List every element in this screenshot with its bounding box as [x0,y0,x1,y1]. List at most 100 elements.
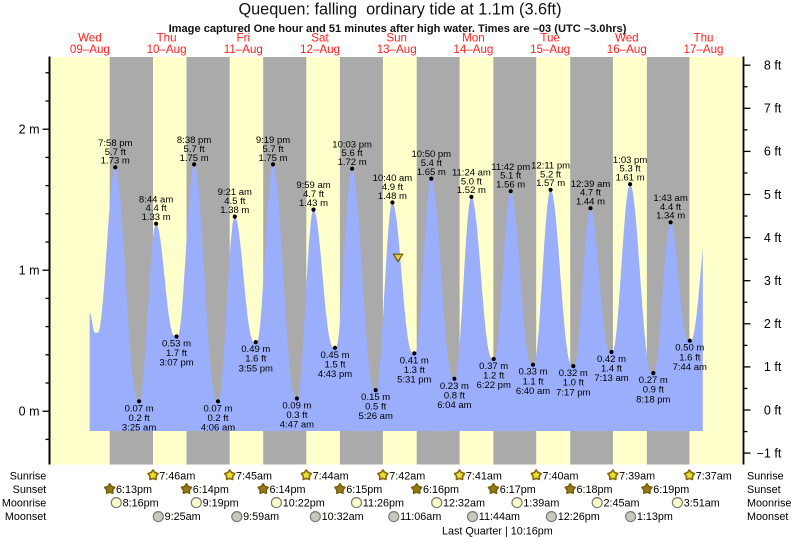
svg-text:Sunrise: Sunrise [747,471,784,483]
svg-text:2:45am: 2:45am [604,498,640,510]
svg-text:12:26pm: 12:26pm [558,511,600,523]
svg-text:Moonset: Moonset [5,511,46,523]
svg-text:Sat: Sat [311,32,329,45]
svg-text:10:50 pm: 10:50 pm [411,149,451,160]
svg-text:1:13pm: 1:13pm [637,511,673,523]
svg-text:4:06 am: 4:06 am [201,423,235,434]
svg-text:6:14pm: 6:14pm [193,484,229,496]
svg-text:Image captured One hour and 51: Image captured One hour and 51 minutes a… [169,23,627,35]
svg-text:9:59am: 9:59am [243,511,279,523]
svg-text:9:19 pm: 9:19 pm [256,135,290,146]
svg-text:Thu: Thu [694,32,714,45]
svg-text:10:32am: 10:32am [322,511,364,523]
svg-text:3 ft: 3 ft [764,274,782,288]
svg-text:0.2 ft: 0.2 ft [129,413,150,424]
svg-text:0.5 ft: 0.5 ft [365,402,386,413]
svg-text:1:43 am: 1:43 am [653,193,687,204]
svg-text:Last Quarter | 10:16pm: Last Quarter | 10:16pm [442,526,553,538]
svg-text:16–Aug: 16–Aug [607,43,647,56]
svg-text:5.7 ft: 5.7 ft [262,144,283,155]
svg-text:1.4 ft: 1.4 ft [601,364,622,375]
svg-text:5:26 am: 5:26 am [359,411,393,422]
svg-text:5.0 ft: 5.0 ft [461,176,482,187]
svg-text:6 ft: 6 ft [764,145,782,159]
svg-text:0 m: 0 m [19,405,40,419]
svg-text:Moonrise: Moonrise [747,498,791,510]
svg-text:13–Aug: 13–Aug [377,43,417,56]
svg-text:7:37am: 7:37am [696,471,732,483]
svg-text:9:59 am: 9:59 am [296,180,330,191]
svg-text:5.7 ft: 5.7 ft [184,144,205,155]
svg-text:Fri: Fri [237,32,251,45]
svg-text:0.3 ft: 0.3 ft [286,410,307,421]
svg-text:0.50 m: 0.50 m [675,343,704,354]
svg-text:11:44am: 11:44am [479,511,520,523]
svg-text:8:16pm: 8:16pm [123,498,159,510]
svg-text:6:14pm: 6:14pm [270,484,306,496]
svg-text:7:45am: 7:45am [236,471,272,483]
svg-text:12:11 pm: 12:11 pm [531,160,570,171]
svg-text:1.6 ft: 1.6 ft [679,352,700,363]
svg-text:Sunset: Sunset [13,484,47,496]
svg-text:1.33 m: 1.33 m [142,212,171,223]
svg-text:9:21 am: 9:21 am [218,187,252,198]
svg-text:Moonrise: Moonrise [2,498,46,510]
svg-text:1.5 ft: 1.5 ft [324,359,345,370]
svg-text:1 ft: 1 ft [764,360,782,374]
svg-text:Sunrise: Sunrise [10,471,47,483]
svg-text:8:38 pm: 8:38 pm [177,135,211,146]
svg-text:6:22 pm: 6:22 pm [477,380,511,391]
svg-text:1.6 ft: 1.6 ft [245,354,266,365]
svg-text:0.42 m: 0.42 m [597,354,626,365]
svg-text:11:26pm: 11:26pm [363,498,404,510]
svg-text:5.3 ft: 5.3 ft [620,164,641,175]
svg-text:1.72 m: 1.72 m [338,157,367,168]
svg-text:6:18pm: 6:18pm [577,484,613,496]
svg-text:1.73 m: 1.73 m [101,156,130,167]
svg-text:7:58 pm: 7:58 pm [98,138,132,149]
svg-text:7:41am: 7:41am [466,471,502,483]
svg-text:4.7 ft: 4.7 ft [303,189,324,200]
svg-text:Tue: Tue [540,32,560,45]
svg-text:0.45 m: 0.45 m [320,350,349,361]
svg-text:1.38 m: 1.38 m [220,205,249,216]
svg-text:7:44am: 7:44am [313,471,349,483]
svg-text:4.5 ft: 4.5 ft [224,196,245,207]
svg-text:4.9 ft: 4.9 ft [382,182,403,193]
svg-text:11–Aug: 11–Aug [224,43,263,56]
svg-text:3:07 pm: 3:07 pm [159,358,193,369]
svg-text:0.15 m: 0.15 m [361,392,390,403]
svg-text:1:39am: 1:39am [523,498,559,510]
svg-text:5.2 ft: 5.2 ft [540,169,561,180]
svg-text:Wed: Wed [615,32,639,45]
svg-text:0 ft: 0 ft [764,403,782,417]
svg-text:Quequen: falling ordinary tid: Quequen: falling ordinary tide at 1.1m (… [238,1,561,19]
svg-text:1:03 pm: 1:03 pm [613,155,647,166]
svg-text:0.07 m: 0.07 m [125,403,154,414]
svg-text:7:17 pm: 7:17 pm [556,387,590,398]
svg-text:10:22pm: 10:22pm [283,498,325,510]
svg-text:10:40 am: 10:40 am [373,173,413,184]
svg-text:0.33 m: 0.33 m [518,367,547,378]
svg-text:0.8 ft: 0.8 ft [444,390,465,401]
svg-text:1.61 m: 1.61 m [616,173,645,184]
svg-text:12–Aug: 12–Aug [300,43,340,56]
svg-text:Sunset: Sunset [747,484,781,496]
svg-text:1.65 m: 1.65 m [417,167,446,178]
svg-text:6:16pm: 6:16pm [423,484,459,496]
svg-text:1.43 m: 1.43 m [299,198,328,209]
svg-text:6:19pm: 6:19pm [653,484,689,496]
svg-text:Sun: Sun [386,32,407,45]
svg-text:6:15pm: 6:15pm [346,484,382,496]
svg-text:0.49 m: 0.49 m [241,344,270,355]
svg-text:12:39 am: 12:39 am [571,179,611,190]
svg-text:6:04 am: 6:04 am [437,400,471,411]
svg-text:8:44 am: 8:44 am [139,194,173,205]
svg-text:7:39am: 7:39am [619,471,655,483]
svg-text:7:13 am: 7:13 am [594,373,628,384]
svg-text:7:42am: 7:42am [389,471,425,483]
svg-text:15–Aug: 15–Aug [530,43,570,56]
svg-text:10:03 pm: 10:03 pm [332,139,372,150]
svg-text:1.44 m: 1.44 m [576,197,605,208]
svg-text:6:17pm: 6:17pm [500,484,536,496]
